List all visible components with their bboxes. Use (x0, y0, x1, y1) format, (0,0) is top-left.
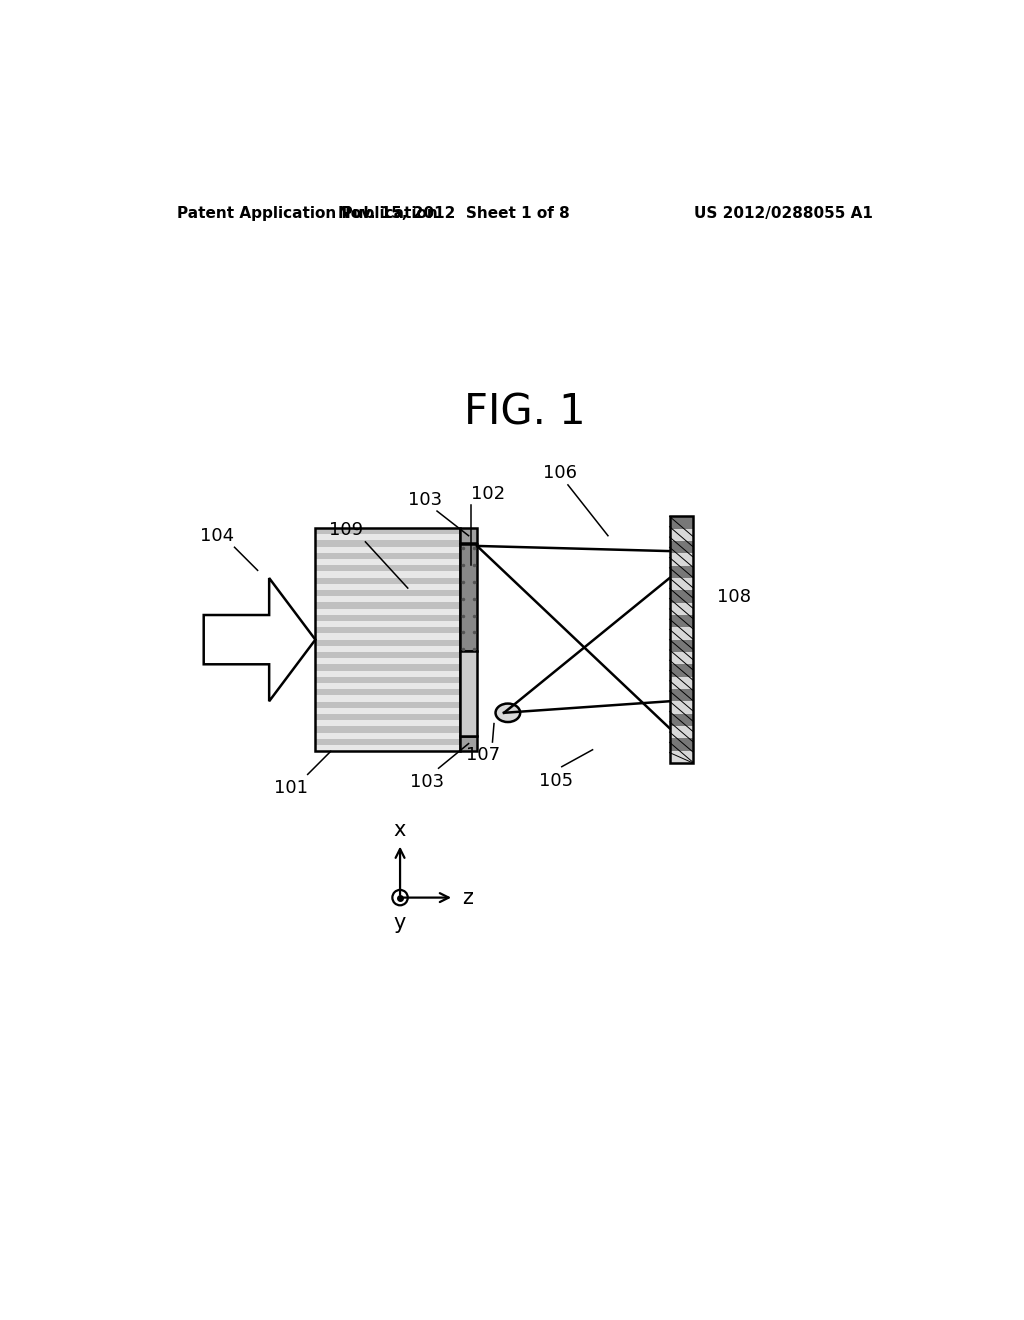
Bar (315, 627, 460, 634)
Bar (315, 708, 460, 714)
Bar (460, 737, 477, 751)
Bar (670, 553, 692, 566)
Bar (670, 714, 692, 726)
Bar (315, 696, 460, 702)
Text: FIG. 1: FIG. 1 (464, 392, 586, 433)
Bar (670, 701, 692, 714)
Bar (315, 726, 460, 733)
Bar (315, 721, 460, 726)
Bar (315, 652, 460, 659)
Bar (460, 544, 477, 651)
Bar (315, 540, 460, 546)
Bar (670, 541, 692, 553)
Bar (315, 744, 460, 751)
Bar (315, 615, 460, 620)
Bar (315, 739, 460, 744)
Bar (315, 659, 460, 664)
Bar (315, 671, 460, 677)
Text: 105: 105 (539, 772, 572, 789)
Text: 102: 102 (471, 486, 505, 503)
Bar (315, 528, 460, 535)
Text: 108: 108 (717, 589, 752, 606)
Bar (315, 590, 460, 597)
Text: x: x (394, 820, 407, 840)
Bar (670, 590, 692, 603)
Bar (315, 609, 460, 615)
Bar (670, 578, 692, 590)
Text: 107: 107 (466, 746, 501, 764)
Bar (670, 516, 692, 763)
Bar (315, 602, 460, 609)
Bar (670, 664, 692, 677)
Bar (315, 640, 460, 645)
Bar (670, 529, 692, 541)
Ellipse shape (496, 704, 520, 722)
Bar (315, 714, 460, 721)
Bar (315, 578, 460, 583)
Text: 103: 103 (408, 491, 441, 510)
Bar (670, 627, 692, 640)
Bar (670, 603, 692, 615)
Text: Nov. 15, 2012  Sheet 1 of 8: Nov. 15, 2012 Sheet 1 of 8 (338, 206, 569, 222)
Circle shape (392, 890, 408, 906)
Bar (315, 565, 460, 572)
Bar (670, 726, 692, 738)
Text: 103: 103 (410, 774, 444, 791)
Bar (670, 677, 692, 689)
Bar (460, 528, 477, 544)
Bar (315, 535, 460, 540)
Bar (460, 651, 477, 737)
Bar (315, 620, 460, 627)
Bar (315, 634, 460, 640)
Bar (315, 645, 460, 652)
Text: 104: 104 (200, 527, 233, 545)
Bar (315, 583, 460, 590)
Bar (315, 689, 460, 696)
Bar (315, 528, 460, 751)
Bar (315, 572, 460, 578)
Text: 109: 109 (329, 520, 364, 539)
Bar (315, 733, 460, 739)
Bar (670, 689, 692, 701)
Bar (315, 558, 460, 565)
Text: US 2012/0288055 A1: US 2012/0288055 A1 (694, 206, 872, 222)
Bar (670, 516, 692, 529)
Bar (315, 664, 460, 671)
Bar (670, 566, 692, 578)
Bar (315, 677, 460, 682)
Bar (315, 702, 460, 708)
Bar (670, 615, 692, 627)
Bar (670, 738, 692, 751)
Text: 101: 101 (273, 779, 308, 797)
Bar (315, 682, 460, 689)
Polygon shape (204, 578, 315, 701)
Bar (670, 652, 692, 664)
Text: 106: 106 (543, 463, 578, 482)
Bar (315, 553, 460, 558)
Text: Patent Application Publication: Patent Application Publication (177, 206, 437, 222)
Bar (315, 546, 460, 553)
Bar (315, 597, 460, 602)
Bar (670, 640, 692, 652)
Text: y: y (394, 913, 407, 933)
Text: z: z (463, 887, 473, 908)
Bar (670, 751, 692, 763)
